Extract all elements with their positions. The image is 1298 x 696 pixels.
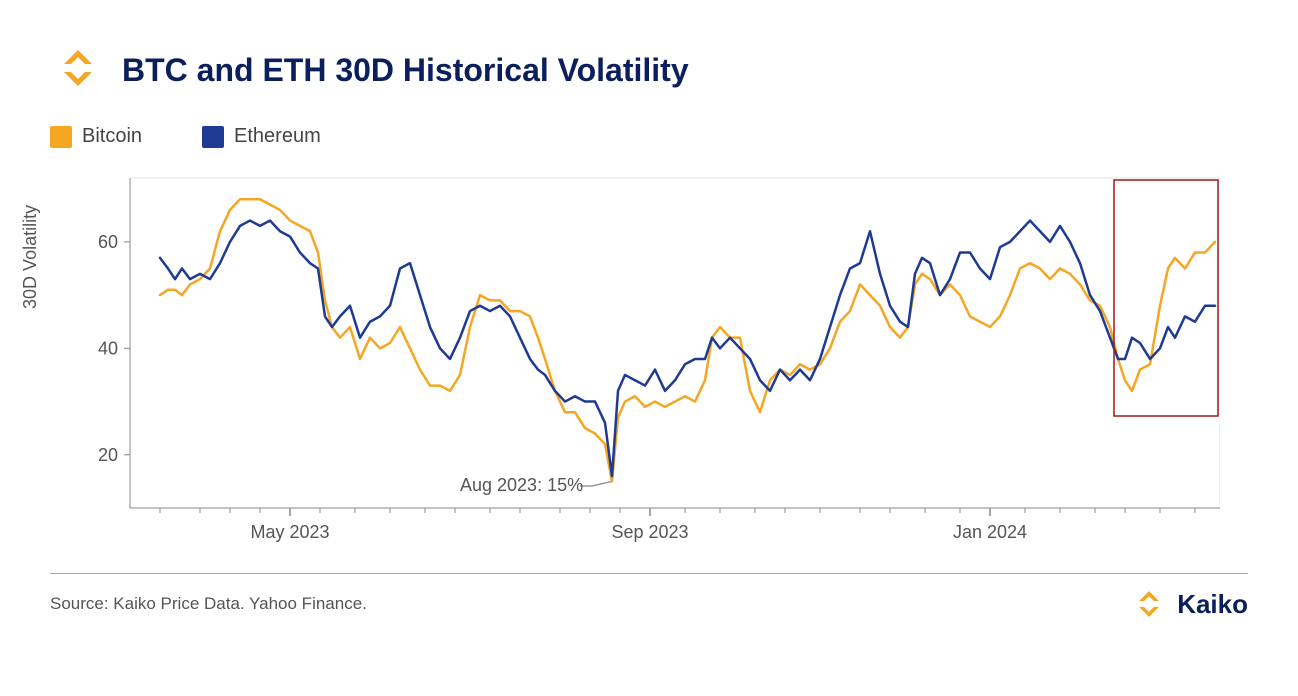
svg-text:Jan 2024: Jan 2024 (953, 522, 1027, 542)
source-text: Source: Kaiko Price Data. Yahoo Finance. (50, 594, 367, 614)
svg-text:40: 40 (98, 338, 118, 358)
footer-brand: Kaiko (1129, 584, 1248, 624)
logo-icon (50, 40, 106, 101)
legend-item-ethereum: Ethereum (202, 125, 321, 148)
svg-text:20: 20 (98, 445, 118, 465)
footer: Source: Kaiko Price Data. Yahoo Finance.… (50, 573, 1248, 624)
legend-swatch-ethereum (202, 126, 224, 148)
footer-brand-text: Kaiko (1177, 589, 1248, 620)
legend-swatch-bitcoin (50, 126, 72, 148)
chart-title: BTC and ETH 30D Historical Volatility (122, 52, 689, 89)
svg-text:May 2023: May 2023 (250, 522, 329, 542)
legend-item-bitcoin: Bitcoin (50, 125, 142, 148)
svg-text:Sep 2023: Sep 2023 (611, 522, 688, 542)
legend: Bitcoin Ethereum (50, 125, 1248, 148)
svg-text:Aug 2023: 15%: Aug 2023: 15% (460, 475, 583, 495)
legend-label-bitcoin: Bitcoin (82, 125, 142, 148)
chart-header: BTC and ETH 30D Historical Volatility (50, 40, 1248, 101)
line-chart: 20 40 60 May 2023 Sep 2023 Jan 2024 Aug 2023: … (60, 168, 1220, 548)
y-axis-label: 30D Volatility (20, 204, 41, 308)
legend-label-ethereum: Ethereum (234, 125, 321, 148)
footer-logo-icon (1129, 584, 1169, 624)
svg-text:60: 60 (98, 232, 118, 252)
chart-area: 30D Volatility 204060May 2023Sep 2023Jan… (60, 168, 1248, 553)
